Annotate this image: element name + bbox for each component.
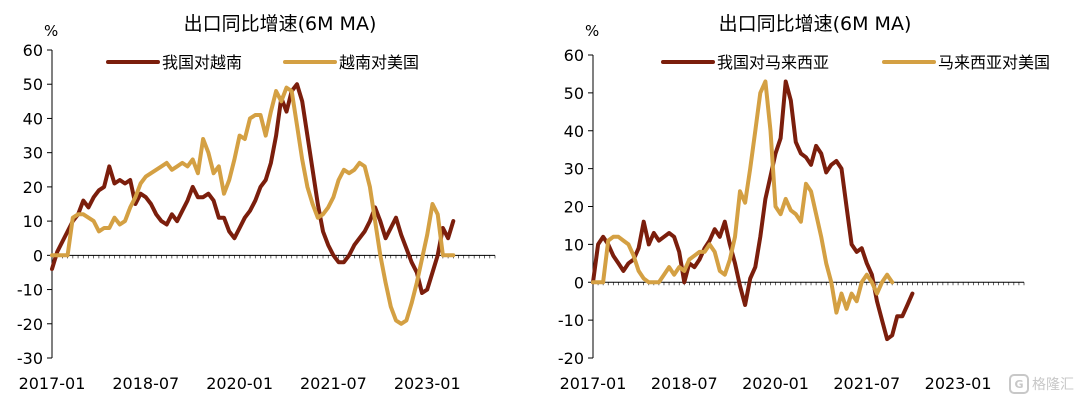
chart2-x-tick-label: 2023-01: [925, 374, 992, 393]
chart2-y-tick-label: 0: [574, 273, 584, 292]
chart2-x-tick-label: 2021-07: [833, 374, 900, 393]
chart2-y-tick-label: 10: [564, 235, 584, 254]
chart2-y-tick-label: 50: [564, 84, 584, 103]
chart1-legend-label-2: 越南对美国: [339, 53, 419, 72]
chart2-y-tick-label: 30: [564, 160, 584, 179]
watermark-logo-icon: G: [1009, 374, 1029, 394]
chart1-series-line-2: [50, 85, 456, 326]
chart1-unit-label: %: [44, 22, 58, 40]
chart1-y-tick-label: 10: [23, 212, 43, 231]
chart1-series-line-1: [50, 82, 456, 295]
chart1-legend-label-1: 我国对越南: [162, 53, 242, 72]
chart2-legend-label-2: 马来西亚对美国: [938, 53, 1050, 72]
chart1-y-tick-label: 40: [23, 109, 43, 128]
chart2-x-tick-label: 2018-07: [651, 374, 718, 393]
chart2-x-tick-label: 2017-01: [560, 374, 627, 393]
chart2-series-line-1: [591, 79, 915, 342]
chart2-y-tick-label: 40: [564, 122, 584, 141]
chart2-x-tick-label: 2020-01: [742, 374, 809, 393]
chart1-y-tick-label: -20: [17, 315, 43, 334]
chart2-y-tick-label: 20: [564, 198, 584, 217]
chart1-x-tick-label: 2020-01: [206, 374, 273, 393]
chart1-y-tick-label: -10: [17, 281, 43, 300]
chart1-x-tick-label: 2021-07: [300, 374, 367, 393]
chart1-y-tick-label: -30: [17, 349, 43, 368]
chart1-y-tick-label: 60: [23, 41, 43, 60]
chart2-unit-label: %: [585, 22, 599, 40]
chart1-x-tick-label: 2017-01: [19, 374, 86, 393]
chart2-y-tick-label: -20: [558, 349, 584, 368]
chart2-legend-label-1: 我国对马来西亚: [717, 53, 829, 72]
watermark: G 格隆汇: [1009, 372, 1074, 396]
chart1-x-tick-label: 2023-01: [394, 374, 461, 393]
chart2-y-tick-label: -10: [558, 311, 584, 330]
chart1-title: 出口同比增速(6M MA): [184, 13, 377, 35]
chart2-y-tick-label: 60: [564, 46, 584, 65]
chart1-y-tick-label: 0: [33, 246, 43, 265]
chart1-x-tick-label: 2018-07: [112, 374, 179, 393]
chart1-y-tick-label: 30: [23, 144, 43, 163]
chart2-title: 出口同比增速(6M MA): [719, 13, 912, 35]
chart1-y-tick-label: 20: [23, 178, 43, 197]
chart2-series-line-2: [591, 79, 895, 315]
watermark-text: 格隆汇: [1032, 377, 1074, 393]
chart1-y-tick-label: 50: [23, 75, 43, 94]
